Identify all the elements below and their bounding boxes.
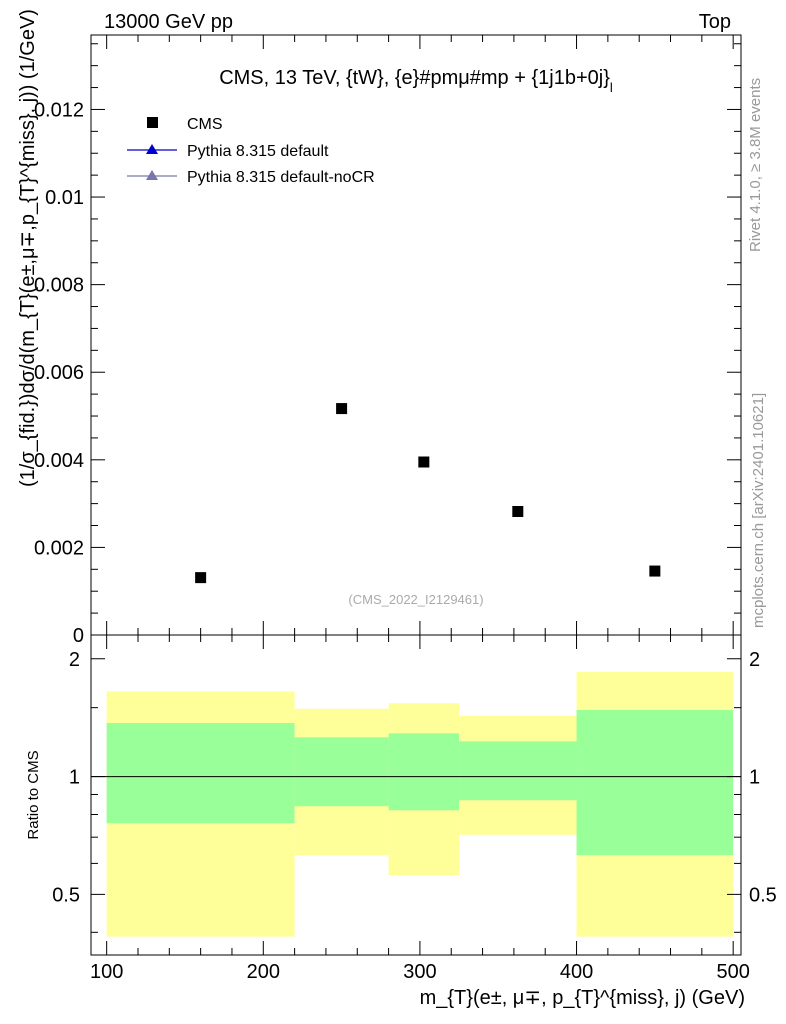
main-y-ticks: 0.002 0.004 0.006 0.008 0.01 0.012 0 <box>34 43 741 647</box>
cms-data-point <box>418 456 430 468</box>
legend-cms-label: CMS <box>187 116 223 133</box>
cms-data-point <box>336 403 348 415</box>
ratio-y-tick-label-left: 1 <box>69 767 80 789</box>
main-y-tick-label: 0.008 <box>34 275 84 297</box>
header-process-label: Top <box>699 11 731 33</box>
chart-title: CMS, 13 TeV, {tW}, {e}#pmμ#mp + {1j1b+0j… <box>219 67 613 95</box>
ratio-y-axis-label: Ratio to CMS <box>25 750 42 839</box>
x-tick-label: 200 <box>247 961 280 983</box>
ratio-inner-band <box>459 741 577 801</box>
rivet-version-label: Rivet 4.1.0, ≥ 3.8M events <box>747 78 764 252</box>
main-panel: 0.002 0.004 0.006 0.008 0.01 0.012 0 (CMS_2022… <box>17 9 742 647</box>
x-tick-label: 100 <box>90 961 123 983</box>
main-y-tick-label: 0.01 <box>45 187 84 209</box>
ratio-uncertainty-bands <box>106 672 734 937</box>
legend-pythia-default-label: Pythia 8.315 default <box>187 143 329 160</box>
cms-data-point <box>195 572 207 584</box>
ratio-inner-band <box>294 737 389 807</box>
ratio-y-tick-label-left: 2 <box>69 649 80 671</box>
cms-data-point <box>649 565 661 577</box>
ratio-panel: 0.5 0.51 12 2 100 200 300 400 500 Ratio to CMS … <box>25 634 777 1009</box>
main-y-zero-label: 0 <box>73 625 84 647</box>
legend-pythia-nocr-label: Pythia 8.315 default-noCR <box>187 169 375 186</box>
ratio-y-tick-label-right: 1 <box>749 767 760 789</box>
legend-pythia-nocr-marker <box>146 170 158 180</box>
x-tick-label: 400 <box>560 961 593 983</box>
ratio-y-tick-label-left: 0.5 <box>52 884 80 906</box>
x-axis-label: m_{T}(e±, μ∓, p_{T}^{miss}, j) (GeV) <box>420 987 745 1009</box>
main-y-tick-label: 0.006 <box>34 362 84 384</box>
ratio-y-tick-label-right: 2 <box>749 649 760 671</box>
x-tick-label: 500 <box>716 961 749 983</box>
mcplots-label: mcplots.cern.ch [arXiv:2401.10621] <box>750 393 767 628</box>
main-y-tick-label: 0.012 <box>34 99 84 121</box>
cms-data-point <box>512 505 524 517</box>
ratio-inner-band <box>576 709 734 856</box>
main-x-ticks <box>106 35 734 635</box>
ratio-inner-band <box>106 723 295 824</box>
cms-data-points <box>195 403 661 584</box>
ratio-frame <box>90 634 742 956</box>
ratio-x-ticks: 100 200 300 400 500 <box>90 635 750 983</box>
main-y-tick-label: 0.002 <box>34 537 84 559</box>
header-energy-label: 13000 GeV pp <box>104 11 233 33</box>
x-tick-label: 300 <box>403 961 436 983</box>
ratio-y-ticks: 0.5 0.5 1 1 2 2 <box>52 649 777 933</box>
ratio-inner-band <box>388 733 460 811</box>
analysis-reference: (CMS_2022_I2129461) <box>348 592 483 607</box>
legend-pythia-default-marker <box>146 144 158 154</box>
legend: CMS Pythia 8.315 default Pythia 8.315 de… <box>127 116 375 186</box>
main-y-tick-label: 0.004 <box>34 450 84 472</box>
main-y-axis-label: (1/σ_{fid.})dσ/d(m_{T}(e±,μ∓,p_{T}^{miss… <box>17 9 39 487</box>
ratio-y-tick-label-right: 0.5 <box>749 884 777 906</box>
legend-cms-marker <box>147 117 158 128</box>
